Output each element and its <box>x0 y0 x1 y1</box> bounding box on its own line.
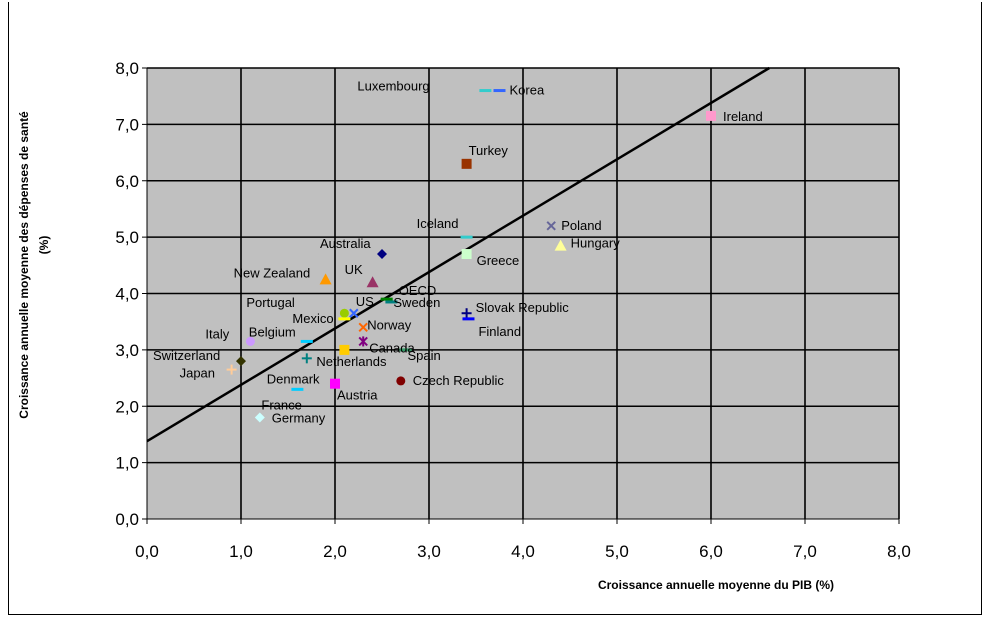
point-denmark <box>301 353 312 364</box>
point-us <box>349 308 359 318</box>
point-marker <box>396 376 406 386</box>
point-australia <box>377 249 387 260</box>
x-tick-label: 3,0 <box>417 542 441 561</box>
x-tick-label: 7,0 <box>793 542 817 561</box>
point-label-italy: Italy <box>205 326 229 341</box>
x-tick-label: 8,0 <box>887 542 911 561</box>
x-tick-label: 2,0 <box>323 542 347 561</box>
point-marker <box>330 378 340 389</box>
y-axis-title: Croissance annuelle moyenne des dépenses… <box>17 111 31 419</box>
y-tick-label: 5,0 <box>115 228 139 247</box>
point-marker <box>339 344 350 355</box>
point-label-czech-republic: Czech Republic <box>413 373 505 388</box>
point-austria <box>330 378 340 389</box>
point-ireland <box>706 110 716 121</box>
chart-frame: 0,0 1,0 2,0 3,0 4,0 5,0 6,0 7,0 8,0 0,0 1,0 2,0 3,0… <box>8 2 982 615</box>
point-greece <box>461 249 472 260</box>
point-label-japan: Japan <box>180 366 215 381</box>
point-marker <box>461 158 472 169</box>
x-tick-label: 6,0 <box>699 542 723 561</box>
point-czech-republic <box>396 376 406 386</box>
y-tick-labels: 0,0 1,0 2,0 3,0 4,0 5,0 6,0 7,0 8,0 <box>115 59 139 529</box>
point-marker <box>546 221 556 231</box>
point-label-oecd: OECD <box>399 283 437 298</box>
point-labels: Luxembourg Korea Ireland Turkey Iceland Polan… <box>153 79 763 426</box>
point-marker <box>706 110 716 121</box>
point-label-switzerland: Switzerland <box>153 348 220 363</box>
point-label-france: France <box>261 397 301 412</box>
point-germany <box>254 412 265 423</box>
y-tick-label: 1,0 <box>115 454 139 473</box>
point-label-mexico: Mexico <box>292 311 333 326</box>
point-marker <box>461 249 472 260</box>
point-new-zealand <box>319 273 332 285</box>
point-marker <box>554 239 567 251</box>
point-label-norway: Norway <box>367 317 412 332</box>
point-slovak-republic <box>461 308 472 319</box>
y-tick-label: 6,0 <box>115 172 139 191</box>
point-label-new-zealand: New Zealand <box>234 265 311 280</box>
point-japan <box>226 364 237 375</box>
gridlines <box>147 67 900 519</box>
point-label-korea: Korea <box>510 83 545 98</box>
point-label-turkey: Turkey <box>469 143 509 158</box>
point-label-us: US <box>356 294 374 309</box>
point-marker <box>254 412 265 423</box>
point-marker <box>339 308 349 318</box>
point-marker <box>349 308 359 318</box>
trend-line <box>146 66 770 443</box>
point-marker <box>245 336 255 346</box>
x-axis-title: Croissance annuelle moyenne du PIB (%) <box>598 578 834 592</box>
x-tick-label: 0,0 <box>135 542 159 561</box>
axes <box>142 67 900 524</box>
point-label-ireland: Ireland <box>723 109 763 124</box>
y-tick-label: 8,0 <box>115 59 139 78</box>
point-label-canada: Canada <box>369 340 415 355</box>
point-netherlands <box>339 344 350 355</box>
point-label-spain: Spain <box>408 348 441 363</box>
x-tick-label: 1,0 <box>229 542 253 561</box>
point-label-netherlands: Netherlands <box>316 354 387 369</box>
data-points <box>226 89 716 423</box>
scatter-chart: 0,0 1,0 2,0 3,0 4,0 5,0 6,0 7,0 8,0 0,0 1,0 2,0 3,0… <box>17 59 911 592</box>
point-label-sweden: Sweden <box>393 295 440 310</box>
point-label-greece: Greece <box>477 253 520 268</box>
point-canada <box>358 336 368 347</box>
x-tick-label: 4,0 <box>511 542 535 561</box>
point-marker <box>377 249 387 260</box>
x-tick-labels: 0,0 1,0 2,0 3,0 4,0 5,0 6,0 7,0 8,0 <box>135 542 911 561</box>
point-uk <box>366 276 379 288</box>
point-marker <box>358 322 368 333</box>
point-norway <box>358 322 368 333</box>
point-label-austria: Austria <box>337 388 378 403</box>
point-hungary <box>554 239 567 251</box>
point-label-poland: Poland <box>561 218 601 233</box>
point-label-australia: Australia <box>320 236 371 251</box>
point-marker <box>366 276 379 288</box>
point-label-denmark: Denmark <box>267 371 320 386</box>
point-label-iceland: Iceland <box>417 216 459 231</box>
y-tick-label: 2,0 <box>115 397 139 416</box>
y-tick-label: 4,0 <box>115 285 139 304</box>
point-label-hungary: Hungary <box>571 236 621 251</box>
y-axis-title-unit: (%) <box>37 236 51 255</box>
point-poland <box>546 221 556 231</box>
point-portugal <box>339 308 349 318</box>
point-label-belgium: Belgium <box>249 324 296 339</box>
point-label-germany: Germany <box>272 411 326 426</box>
point-label-slovak-republic: Slovak Republic <box>476 300 570 315</box>
point-label-uk: UK <box>345 262 363 277</box>
y-tick-label: 3,0 <box>115 341 139 360</box>
point-label-luxembourg: Luxembourg <box>357 79 429 94</box>
y-tick-label: 7,0 <box>115 115 139 134</box>
point-marker <box>319 273 332 285</box>
y-tick-label: 0,0 <box>115 510 139 529</box>
point-label-finland: Finland <box>478 324 521 339</box>
point-marker <box>236 356 246 367</box>
point-switzerland <box>236 356 246 367</box>
x-tick-label: 5,0 <box>605 542 629 561</box>
point-label-portugal: Portugal <box>246 295 295 310</box>
point-turkey <box>461 158 472 169</box>
point-italy <box>245 336 255 346</box>
